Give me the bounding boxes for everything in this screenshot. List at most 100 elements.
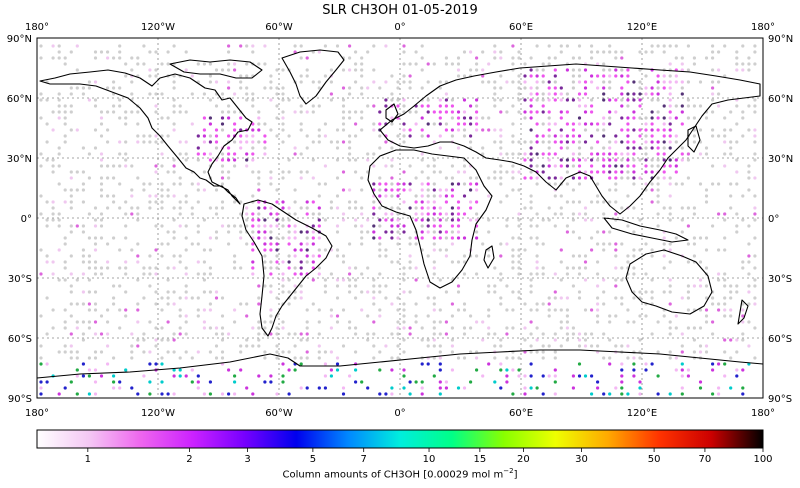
observation-dot	[99, 224, 104, 228]
observation-dot	[565, 92, 570, 96]
observation-dot	[547, 98, 551, 102]
observation-dot	[571, 164, 576, 168]
observation-dot	[753, 128, 757, 132]
lon-label-bottom: 180°	[751, 408, 775, 419]
observation-dot	[87, 368, 91, 372]
observation-dot	[69, 170, 73, 174]
observation-dot	[190, 296, 194, 300]
observation-dot	[281, 380, 285, 384]
observation-dot	[251, 272, 255, 276]
observation-dot	[644, 116, 648, 120]
observation-dot	[608, 74, 612, 78]
observation-dot	[517, 80, 521, 84]
observation-dot	[420, 224, 424, 228]
observation-dot	[335, 320, 340, 324]
observation-dot	[583, 158, 588, 162]
observation-dot	[208, 248, 212, 252]
observation-dot	[692, 56, 697, 60]
observation-dot	[505, 356, 509, 360]
observation-dot	[541, 164, 545, 168]
observation-dot	[190, 92, 194, 96]
observation-dot	[590, 50, 594, 54]
observation-dot	[341, 122, 346, 126]
observation-dot	[299, 44, 303, 48]
observation-dot	[348, 272, 352, 276]
observation-dot	[602, 80, 606, 84]
observation-dot	[608, 392, 612, 396]
observation-dot	[662, 128, 666, 132]
observation-dot	[559, 140, 563, 144]
observation-dot	[414, 200, 418, 204]
observation-dot	[656, 44, 660, 48]
observation-dot	[281, 218, 285, 222]
observation-dot	[577, 272, 582, 276]
observation-dot	[208, 326, 212, 330]
observation-dot	[686, 44, 691, 48]
observation-dot	[402, 104, 406, 108]
observation-dot	[553, 164, 557, 168]
observation-dot	[620, 92, 624, 96]
observation-dot	[668, 116, 672, 120]
observation-dot	[577, 146, 582, 150]
observation-dot	[148, 200, 152, 204]
observation-dot	[75, 368, 79, 372]
observation-dot	[577, 56, 582, 60]
observation-dot	[420, 194, 424, 198]
observation-dot	[81, 86, 85, 90]
observation-dot	[136, 320, 140, 324]
observation-dot	[553, 80, 557, 84]
observation-dot	[662, 158, 666, 162]
lon-label-bottom: 120°E	[627, 408, 657, 419]
observation-dot	[420, 380, 424, 384]
observation-dot	[69, 332, 73, 336]
observation-dot	[81, 248, 85, 252]
observation-dot	[160, 356, 164, 360]
observation-dot	[481, 320, 485, 324]
observation-dot	[620, 362, 624, 366]
observation-dot	[196, 62, 200, 66]
observation-dot	[741, 134, 745, 138]
observation-dot	[190, 380, 194, 384]
observation-dot	[154, 50, 158, 54]
observation-dot	[390, 116, 394, 120]
observation-dot	[172, 194, 176, 198]
observation-dot	[341, 86, 346, 90]
observation-dot	[178, 110, 182, 114]
observation-dot	[317, 266, 321, 270]
observation-dot	[335, 296, 340, 300]
observation-dot	[729, 140, 733, 144]
observation-dot	[559, 320, 563, 324]
observation-dot	[704, 320, 709, 324]
observation-dot	[87, 374, 91, 378]
observation-dot	[735, 62, 739, 66]
observation-dot	[614, 314, 618, 318]
observation-dot	[438, 380, 442, 384]
observation-dot	[517, 260, 521, 264]
observation-dot	[711, 332, 715, 336]
observation-dot	[106, 128, 110, 132]
observation-dot	[348, 116, 352, 120]
observation-dot	[686, 260, 691, 264]
observation-dot	[723, 212, 727, 216]
observation-dot	[227, 158, 231, 162]
observation-dot	[384, 296, 388, 300]
observation-dot	[81, 254, 85, 258]
observation-dot	[251, 212, 255, 216]
observation-dot	[505, 242, 509, 246]
observation-dot	[747, 344, 751, 348]
observation-dot	[450, 176, 454, 180]
observation-dot	[124, 260, 128, 264]
observation-dot	[372, 152, 376, 156]
observation-dot	[620, 176, 624, 180]
observation-dot	[608, 158, 612, 162]
observation-dot	[674, 368, 678, 372]
observation-dot	[602, 164, 606, 168]
observation-dot	[680, 158, 684, 162]
observation-dot	[717, 272, 721, 276]
observation-dot	[523, 386, 527, 390]
observation-dot	[299, 386, 303, 390]
observation-dot	[87, 302, 91, 306]
observation-dot	[118, 116, 122, 120]
observation-dot	[190, 356, 194, 360]
observation-dot	[717, 386, 721, 390]
